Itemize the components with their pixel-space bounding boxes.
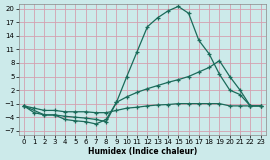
X-axis label: Humidex (Indice chaleur): Humidex (Indice chaleur) xyxy=(87,147,197,156)
